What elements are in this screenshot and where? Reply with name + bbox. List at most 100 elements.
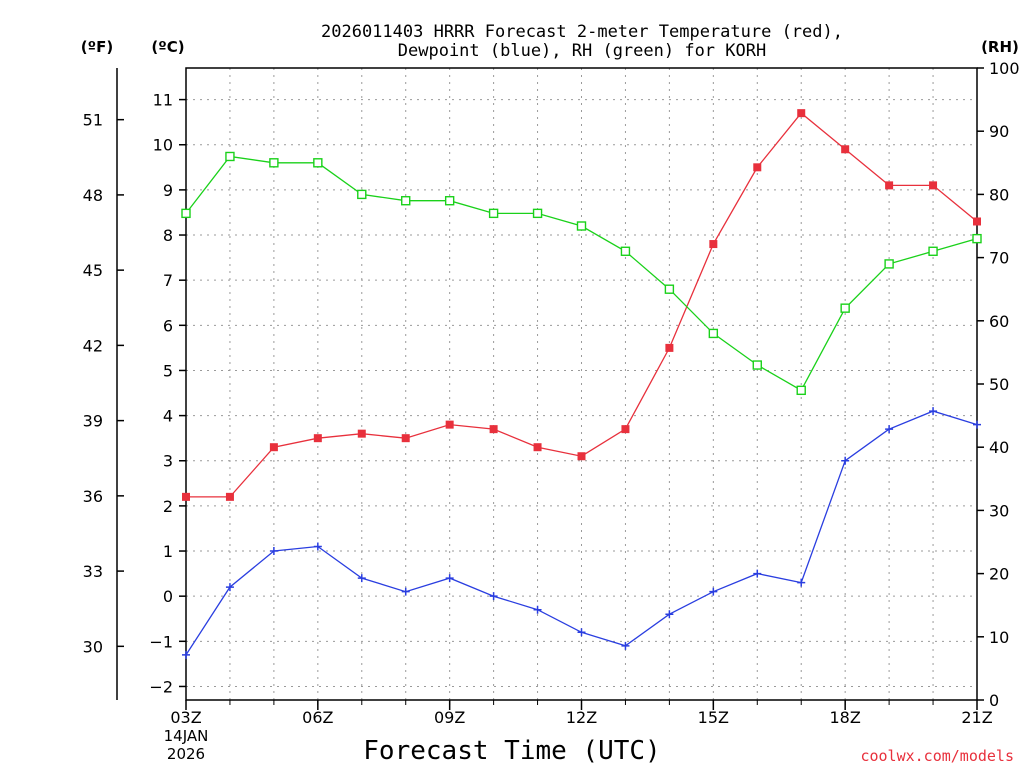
celsius-tick-label: 1 [163, 542, 173, 561]
rh-tick-label: 10 [989, 628, 1009, 647]
fahrenheit-tick-label: 30 [83, 637, 103, 656]
rh-point [181, 208, 191, 219]
rh-point [532, 208, 543, 219]
rh-tick-label: 0 [989, 691, 999, 710]
temperature-point [401, 434, 410, 443]
dewpoint-point [577, 628, 586, 637]
rh-tick-label: 100 [989, 59, 1020, 78]
rh-tick-label: 50 [989, 375, 1009, 394]
grid-lines [186, 68, 977, 700]
rh-point [884, 259, 894, 269]
x-tick-label: 15Z [698, 708, 729, 727]
dewpoint-point [489, 592, 498, 601]
celsius-unit-label: (ºC) [151, 38, 184, 56]
x-tick-label: 06Z [302, 708, 333, 727]
temperature-point [445, 420, 454, 429]
rh-point [444, 196, 455, 206]
temperature-point [269, 443, 278, 452]
fahrenheit-tick-label: 42 [83, 336, 103, 355]
rh-point [840, 303, 850, 313]
dewpoint-point [797, 578, 806, 587]
dewpoint-point [269, 547, 278, 556]
rh-point [225, 151, 235, 162]
fahrenheit-tick-label: 51 [83, 111, 103, 130]
dewpoint-point [621, 641, 630, 650]
x-tick-label: 03Z [170, 708, 201, 727]
dewpoint-point [841, 456, 850, 465]
temperature-point [533, 443, 542, 452]
celsius-tick-label: 7 [163, 271, 173, 290]
rh-point [401, 196, 411, 206]
dewpoint-point [665, 610, 674, 619]
celsius-tick-label: 6 [163, 316, 173, 335]
rh-tick-label: 40 [989, 438, 1009, 457]
rh-unit-label: (RH) [981, 38, 1019, 56]
rh-point [928, 246, 938, 256]
x-date-year: 2026 [167, 745, 205, 763]
temperature-point [841, 145, 850, 154]
x-tick-label: 18Z [830, 708, 861, 727]
rh-point [664, 284, 675, 294]
fahrenheit-unit-label: (ºF) [81, 38, 113, 56]
celsius-tick-label: 0 [163, 587, 173, 606]
fahrenheit-tick-label: 48 [83, 186, 103, 205]
temperature-point [797, 109, 806, 118]
chart-title-line-2: Dewpoint (blue), RH (green) for KORH [398, 41, 766, 61]
temperature-point [665, 343, 674, 352]
dewpoint-point [401, 587, 410, 596]
fahrenheit-tick-label: 33 [83, 562, 103, 581]
rh-point [313, 158, 323, 168]
dewpoint-point [313, 542, 322, 551]
x-tick-label: 12Z [566, 708, 597, 727]
rh-point [357, 189, 367, 200]
x-date-day: 14JAN [164, 727, 209, 745]
x-tick-label: 21Z [961, 708, 992, 727]
rh-tick-label: 30 [989, 501, 1009, 520]
rh-point [269, 158, 279, 168]
dewpoint-point [929, 407, 938, 416]
temperature-point [225, 492, 234, 501]
celsius-tick-label: 3 [163, 452, 173, 471]
rh-tick-label: 70 [989, 249, 1009, 268]
rh-point [708, 328, 719, 339]
temperature-point [973, 217, 981, 226]
rh-point [620, 246, 631, 256]
celsius-tick-label: 11 [153, 91, 173, 110]
rh-tick-label: 80 [989, 185, 1009, 204]
dewpoint-point [357, 574, 366, 583]
dewpoint-point [885, 425, 894, 434]
temperature-point [182, 492, 190, 501]
temperature-point [753, 163, 762, 172]
rh-point [576, 221, 587, 231]
rh-point [972, 233, 982, 244]
dewpoint-point [182, 650, 190, 659]
celsius-tick-label: 8 [163, 226, 173, 245]
temperature-point [621, 425, 630, 434]
dewpoint-point [225, 583, 234, 592]
dewpoint-point [533, 605, 542, 614]
celsius-tick-label: 5 [163, 361, 173, 380]
rh-point [488, 208, 499, 219]
celsius-tick-label: −2 [149, 677, 173, 696]
fahrenheit-tick-label: 45 [83, 261, 103, 280]
temperature-point [489, 425, 498, 434]
chart-title-line-1: 2026011403 HRRR Forecast 2-meter Tempera… [321, 22, 843, 42]
dewpoint-point [709, 587, 718, 596]
data-series [181, 109, 982, 659]
temperature-point [577, 452, 586, 461]
temperature-point [929, 181, 938, 190]
x-axis-title: Forecast Time (UTC) [363, 736, 660, 766]
rh-point [752, 360, 762, 370]
fahrenheit-tick-label: 36 [83, 487, 103, 506]
celsius-tick-label: 2 [163, 497, 173, 516]
dewpoint-point [445, 574, 454, 583]
fahrenheit-tick-label: 39 [83, 412, 103, 431]
rh-tick-label: 20 [989, 565, 1009, 584]
dewpoint-point [973, 420, 981, 429]
temperature-point [313, 434, 322, 443]
celsius-tick-label: 10 [153, 136, 173, 155]
celsius-tick-label: −1 [149, 632, 173, 651]
credit-text: coolwx.com/models [860, 747, 1014, 765]
x-tick-label: 09Z [434, 708, 465, 727]
